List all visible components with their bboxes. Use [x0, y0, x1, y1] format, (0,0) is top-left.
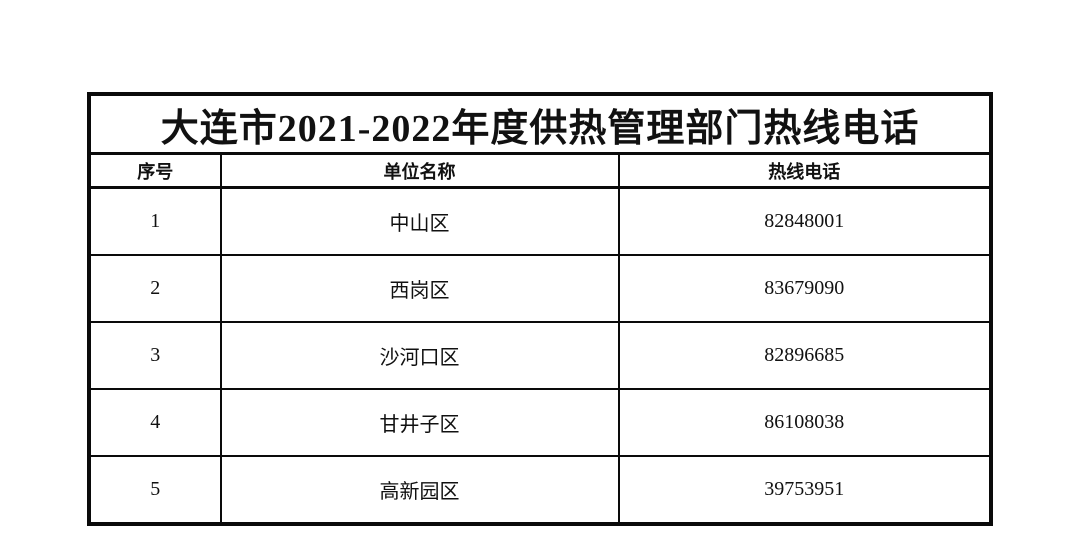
cell-phone: 86108038: [617, 388, 992, 457]
cell-seq: 4: [88, 388, 222, 457]
cell-phone: 82848001: [617, 186, 992, 256]
table-title-row: 大连市2021-2022年度供热管理部门热线电话: [88, 93, 992, 155]
cell-phone: 39753951: [617, 455, 992, 525]
table-row: 3 沙河口区 82896685: [88, 321, 992, 390]
cell-seq: 3: [88, 321, 222, 390]
cell-unit: 甘井子区: [219, 388, 620, 457]
table-title: 大连市2021-2022年度供热管理部门热线电话: [88, 93, 992, 155]
column-header-unit: 单位名称: [219, 152, 620, 189]
column-header-phone: 热线电话: [617, 152, 992, 189]
cell-seq: 2: [88, 254, 222, 323]
cell-phone: 83679090: [617, 254, 992, 323]
table-row: 5 高新园区 39753951: [88, 455, 992, 525]
column-header-seq: 序号: [88, 152, 222, 189]
table-header-row: 序号 单位名称 热线电话: [88, 152, 992, 189]
table-row: 2 西岗区 83679090: [88, 254, 992, 323]
cell-phone: 82896685: [617, 321, 992, 390]
cell-unit: 沙河口区: [219, 321, 620, 390]
cell-unit: 中山区: [219, 186, 620, 256]
cell-unit: 西岗区: [219, 254, 620, 323]
hotline-table: 大连市2021-2022年度供热管理部门热线电话 序号 单位名称 热线电话 1 …: [88, 93, 993, 525]
table-row: 1 中山区 82848001: [88, 186, 992, 256]
cell-seq: 1: [88, 186, 222, 256]
cell-unit: 高新园区: [219, 455, 620, 525]
table-row: 4 甘井子区 86108038: [88, 388, 992, 457]
cell-seq: 5: [88, 455, 222, 525]
